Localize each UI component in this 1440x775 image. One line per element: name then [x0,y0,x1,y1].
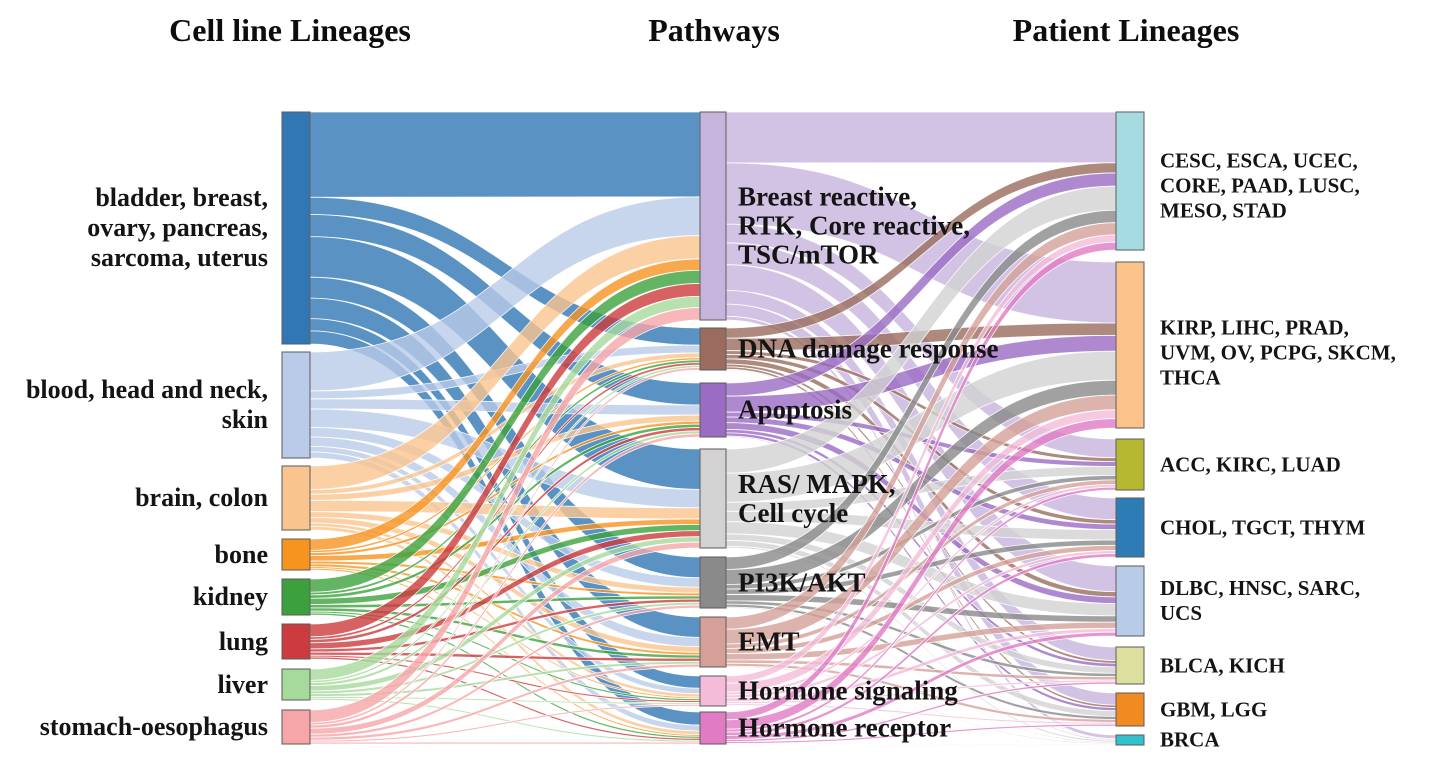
label-emt: EMT [738,626,800,657]
label-line: CESC, ESCA, UCEC, [1160,148,1358,173]
label-line: ovary, pancreas, [87,213,268,242]
label-line: Hormone signaling [738,675,958,706]
label-blca-kich: BLCA, KICH [1160,653,1285,678]
column-header-2: Patient Lineages [1012,12,1240,48]
label-line: BRCA [1160,727,1220,752]
label-line: ACC, KIRC, LUAD [1160,452,1341,476]
label-line: Apoptosis [738,394,853,425]
node-pi3k-akt [699,556,727,609]
label-line: Hormone receptor [738,712,952,743]
node-dlbc-hnsc-sarc-ucs [1115,565,1145,637]
node-kirp-lihc-prad-uvm-ov-pcpg-skcm-thca [1115,261,1145,429]
label-blood-group: blood, head and neck, skin [26,375,268,435]
label-line: liver [217,669,268,699]
label-kirp-lihc-prad-uvm-ov-pcpg-skcm-thca: KIRP, LIHC, PRAD, UVM, OV, PCPG, SKCM, THC… [1160,316,1396,391]
label-kidney: kidney [193,582,268,612]
label-line: UCS [1160,601,1203,625]
node-dna-damage-response [699,327,727,371]
label-dna-damage-response: DNA damage response [738,333,999,364]
label-stomach-oesophagus: stomach-oesophagus [40,712,268,742]
column-header-1: Pathways [648,12,780,48]
node-breast-reactive-rtk-core-tsc-mtor [699,111,727,321]
node-chol-tgct-thym [1115,497,1145,558]
node-hormone-signaling [699,675,727,707]
label-cesc-esca-ucec-core-paad-lusc-meso-stad: CESC, ESCA, UCEC, CORE, PAAD, LUSC, MESO, … [1160,149,1360,224]
label-pi3k-akt: PI3K/AKT [738,568,866,597]
node-blca-kich [1115,646,1145,685]
label-line: CORE, PAAD, LUSC, [1160,173,1360,198]
label-liver: liver [217,670,268,700]
label-ras-mapk-cell-cycle: RAS/ MAPK, Cell cycle [738,468,896,528]
label-line: DLBC, HNSC, SARC, [1160,576,1361,600]
node-bone [281,538,311,571]
label-apoptosis: Apoptosis [738,394,853,425]
node-kidney [281,578,311,616]
node-liver [281,668,311,701]
label-line: kidney [192,582,268,611]
label-line: bone [214,539,268,569]
label-line: brain, colon [135,483,268,512]
label-dlbc-hnsc-sarc-ucs: DLBC, HNSC, SARC, UCS [1160,576,1360,626]
label-bladder-group: bladder, breast, ovary, pancreas, sarcoma,… [87,183,268,273]
flow-hormone-receptor--brca [725,743,1117,746]
label-line: stomach-oesophagus [39,712,268,741]
flow-breast-reactive-rtk-core-tsc-mtor--cesc-esca-ucec-core-paad-lusc-meso-stad [725,111,1117,164]
node-blood-group [281,351,311,459]
label-line: THCA [1160,365,1221,390]
node-brain-colon [281,465,311,531]
node-lung [281,623,311,660]
label-brain-colon: brain, colon [135,483,268,513]
label-line: CHOL, TGCT, THYM [1160,515,1366,539]
flow-stomach-oesophagus--hormone-receptor [309,741,701,745]
label-line: skin [221,405,268,434]
label-line: MESO, STAD [1160,198,1287,223]
node-stomach-oesophagus [281,709,311,745]
label-line: RTK, Core reactive, [738,210,970,241]
label-line: KIRP, LIHC, PRAD, [1160,315,1349,340]
column-header-0: Cell line Lineages [169,12,411,48]
label-lung: lung [219,627,268,657]
node-apoptosis [699,382,727,438]
node-gbm-lgg [1115,692,1145,727]
node-emt [699,616,727,668]
label-line: Cell cycle [738,497,849,528]
label-chol-tgct-thym: CHOL, TGCT, THYM [1160,515,1365,540]
label-hormone-signaling: Hormone signaling [738,675,958,706]
flow-bladder-group--breast-reactive-rtk-core-tsc-mtor [309,111,701,198]
node-bladder-group [281,111,311,345]
node-brca [1115,734,1145,746]
label-acc-kirc-luad: ACC, KIRC, LUAD [1160,452,1341,477]
node-cesc-esca-ucec-core-paad-lusc-meso-stad [1115,111,1145,251]
label-line: TSC/mTOR [738,239,879,270]
label-line: BLCA, KICH [1160,653,1285,677]
label-line: EMT [738,626,800,657]
label-line: PI3K/AKT [738,567,866,597]
label-line: RAS/ MAPK, [738,468,896,499]
label-line: GBM, LGG [1160,697,1268,721]
label-line: bladder, breast, [95,183,268,212]
node-acc-kirc-luad [1115,438,1145,491]
label-line: DNA damage response [738,333,999,364]
label-line: lung [218,626,268,656]
label-brca: BRCA [1160,728,1220,753]
label-hormone-receptor: Hormone receptor [738,712,952,743]
label-breast-reactive-rtk-core-tsc-mtor: Breast reactive, RTK, Core reactive, TSC/m… [738,181,970,270]
label-line: sarcoma, uterus [90,243,268,272]
label-gbm-lgg: GBM, LGG [1160,697,1267,722]
label-line: UVM, OV, PCPG, SKCM, [1160,340,1396,365]
label-line: blood, head and neck, [25,375,268,404]
label-bone: bone [215,540,268,570]
node-hormone-receptor [699,711,727,745]
label-line: Breast reactive, [738,181,917,212]
node-ras-mapk-cell-cycle [699,448,727,549]
flow-layer-0 [309,111,701,745]
